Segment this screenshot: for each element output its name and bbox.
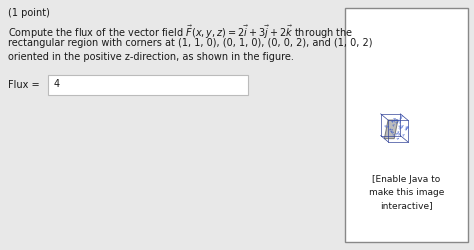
Text: (1 point): (1 point): [8, 8, 50, 18]
Text: Compute the flux of the vector field $\vec{F}(x,y,z) = 2\vec{i}+3\vec{j}+2\vec{k: Compute the flux of the vector field $\v…: [8, 24, 353, 42]
Text: rectangular region with corners at (1, 1, 0), (0, 1, 0), (0, 0, 2), and (1, 0, 2: rectangular region with corners at (1, 1…: [8, 38, 373, 48]
Text: 4: 4: [54, 79, 60, 89]
FancyBboxPatch shape: [48, 75, 248, 95]
Text: Flux =: Flux =: [8, 80, 43, 90]
Text: [Enable Java to
make this image
interactive]: [Enable Java to make this image interact…: [369, 175, 444, 210]
FancyBboxPatch shape: [345, 8, 468, 242]
Text: oriented in the positive z-direction, as shown in the figure.: oriented in the positive z-direction, as…: [8, 52, 294, 62]
Polygon shape: [384, 120, 398, 139]
